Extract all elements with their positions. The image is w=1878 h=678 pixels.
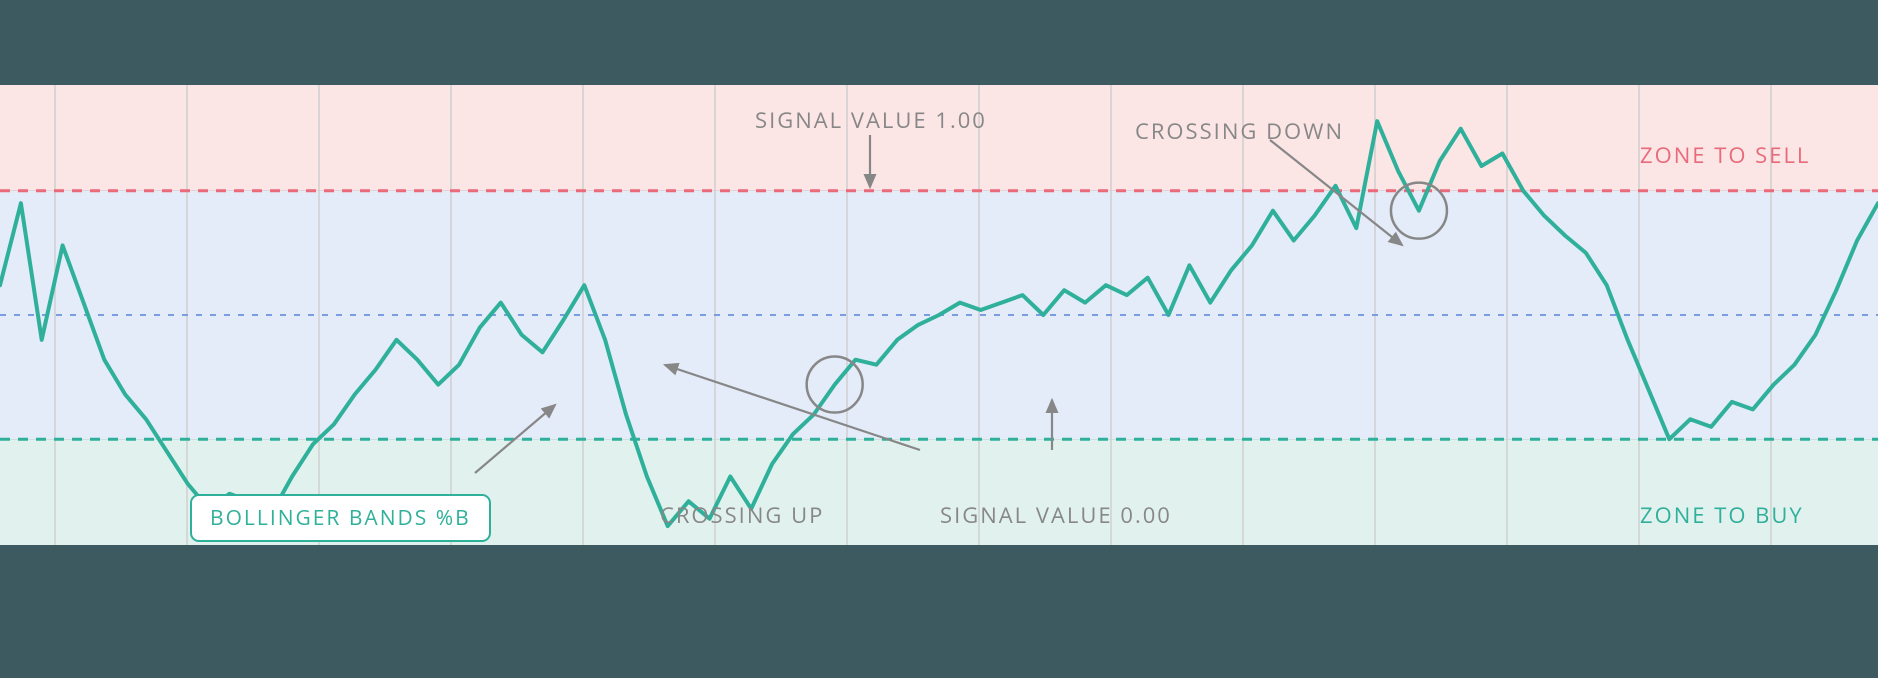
bollinger-chart: SIGNAL VALUE 1.00 CROSSING DOWN ZONE TO … (0, 85, 1878, 545)
label-zone-sell: ZONE TO SELL (1640, 140, 1810, 170)
chart-svg (0, 85, 1878, 545)
indicator-name-pill: BOLLINGER BANDS %B (190, 494, 491, 542)
label-zone-buy: ZONE TO BUY (1640, 500, 1804, 530)
label-crossing-down: CROSSING DOWN (1135, 116, 1344, 146)
label-signal-1: SIGNAL VALUE 1.00 (755, 105, 987, 135)
label-signal-0: SIGNAL VALUE 0.00 (940, 500, 1172, 530)
label-crossing-up: CROSSING UP (660, 500, 824, 530)
